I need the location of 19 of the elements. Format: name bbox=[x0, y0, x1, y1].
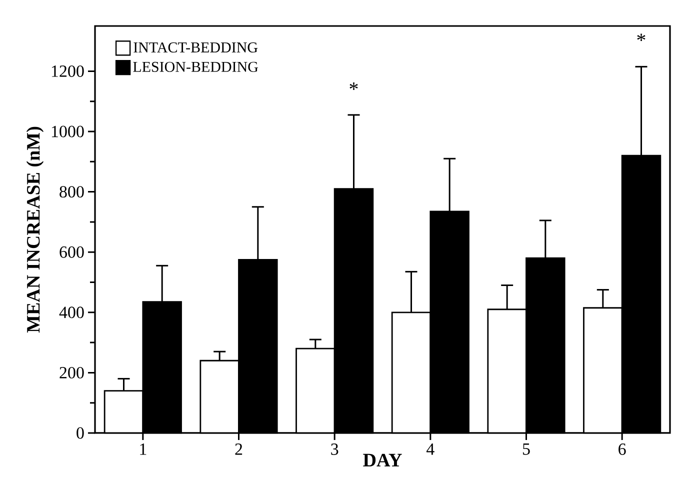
x-tick-label: 1 bbox=[140, 444, 146, 455]
y-tick-label: 1200 bbox=[52, 65, 84, 77]
legend-label: LESION-BEDDING bbox=[133, 62, 258, 72]
y-axis-title: MEAN INCREASE (nM) bbox=[26, 126, 44, 333]
y-tick-label: 0 bbox=[76, 427, 84, 439]
y-tick-label: 400 bbox=[59, 306, 84, 318]
x-axis-title: DAY bbox=[363, 454, 402, 466]
annotation: * bbox=[350, 82, 358, 90]
legend-label: INTACT-BEDDING bbox=[134, 42, 258, 52]
x-tick-label: 5 bbox=[522, 444, 530, 455]
y-tick-label: 800 bbox=[60, 186, 84, 198]
x-tick-label: 2 bbox=[235, 444, 242, 455]
x-tick-label: 4 bbox=[426, 444, 434, 455]
annotation: * bbox=[637, 34, 646, 42]
y-tick-label: 1000 bbox=[52, 126, 84, 138]
y-tick-label: 600 bbox=[60, 246, 84, 258]
x-tick-label: 6 bbox=[618, 444, 626, 455]
x-tick-label: 3 bbox=[331, 444, 338, 455]
y-tick-label: 200 bbox=[60, 366, 84, 378]
